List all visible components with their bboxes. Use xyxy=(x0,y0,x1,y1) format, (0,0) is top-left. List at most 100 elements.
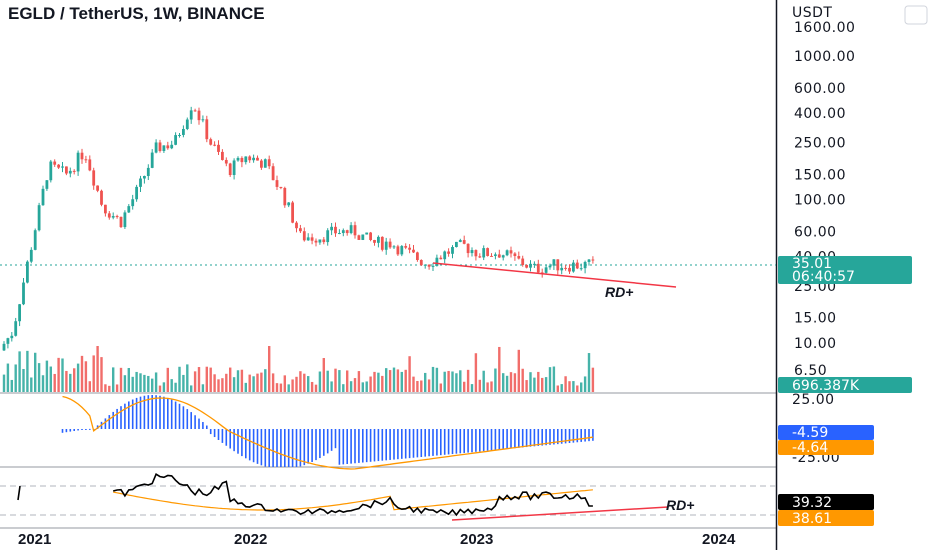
volume-bar xyxy=(303,373,306,392)
volume-bar xyxy=(193,371,197,392)
macd-bar xyxy=(61,429,64,433)
candle-body xyxy=(10,335,14,339)
candle-body xyxy=(150,152,154,168)
candle-body xyxy=(224,159,228,164)
macd-bar xyxy=(69,429,72,432)
candle-body xyxy=(439,257,443,260)
macd-bar xyxy=(159,395,161,429)
volume-bar xyxy=(490,381,493,392)
volume-bar xyxy=(385,368,388,392)
volume-bar xyxy=(548,367,552,392)
volume-bar xyxy=(482,370,485,392)
volume-bar xyxy=(287,384,290,392)
candle-body xyxy=(486,248,489,256)
volume-bar xyxy=(513,373,517,392)
candle-body xyxy=(178,134,181,136)
candle-body xyxy=(162,145,166,151)
candle-body xyxy=(443,251,447,260)
macd-bar xyxy=(303,429,306,466)
macd-bar xyxy=(315,429,317,461)
candle-body xyxy=(119,216,123,228)
volume-bar xyxy=(541,377,544,392)
candle-body xyxy=(291,202,294,223)
price-divergence-line[interactable] xyxy=(432,262,677,288)
candle-body xyxy=(295,222,298,229)
macd-bar xyxy=(65,429,68,433)
macd-value: -4.59 xyxy=(792,425,828,441)
rsi-divergence-line[interactable] xyxy=(451,506,669,521)
candle-body xyxy=(435,257,439,266)
macd-bar xyxy=(155,395,157,429)
candle-body xyxy=(139,178,142,187)
macd-bar xyxy=(120,406,122,429)
candle-body xyxy=(263,159,267,168)
volume-bar xyxy=(544,377,548,392)
candle-body xyxy=(232,160,236,176)
candle-body xyxy=(400,246,404,255)
volume-bar xyxy=(392,367,396,392)
volume-bar xyxy=(591,367,595,392)
volume-bar xyxy=(408,356,411,392)
volume-bar xyxy=(381,375,384,392)
candle-body xyxy=(146,167,150,176)
candle-body xyxy=(341,230,345,234)
macd-bar xyxy=(225,429,228,446)
volume-bar xyxy=(486,382,489,392)
candle-body xyxy=(37,205,41,231)
macd-bar xyxy=(213,429,216,438)
volume-bar xyxy=(6,363,10,392)
candle-body xyxy=(189,110,193,120)
candle-body xyxy=(353,225,357,236)
volume-bar xyxy=(443,371,446,392)
volume-bar xyxy=(353,378,357,392)
volume-bar xyxy=(232,377,236,392)
candle-body xyxy=(357,235,361,240)
time-tick-label: 2021 xyxy=(18,531,51,548)
macd-bar xyxy=(385,429,387,461)
price-tick-label: 150.00 xyxy=(794,167,846,183)
volume-bar xyxy=(69,373,72,392)
volume-bar xyxy=(182,374,185,392)
volume-bar xyxy=(271,373,275,392)
candle-body xyxy=(14,321,18,336)
macd-bar xyxy=(408,429,411,459)
macd-bar xyxy=(77,429,79,431)
candle-body xyxy=(583,261,587,269)
candle-body xyxy=(455,241,458,248)
candle-body xyxy=(330,226,333,231)
chart-title: EGLD / TetherUS, 1W, BINANCE xyxy=(8,4,265,23)
candle-body xyxy=(404,246,408,248)
macd-bar xyxy=(139,396,142,429)
price-axis-ticks: 1600.00 1000.00 600.00 400.00 250.00 150.00 10… xyxy=(794,20,855,379)
volume-bar xyxy=(505,375,509,392)
macd-bar xyxy=(151,395,153,429)
candle-body xyxy=(299,228,302,232)
volume-bar xyxy=(568,381,571,392)
candle-body xyxy=(18,304,21,322)
macd-bar xyxy=(451,429,454,455)
candle-body xyxy=(166,145,170,149)
volume-bar xyxy=(388,370,392,392)
candle-body xyxy=(201,119,205,121)
macd-bar xyxy=(280,429,282,467)
macd-bar xyxy=(217,429,220,441)
volume-bar xyxy=(104,384,107,392)
macd-bar xyxy=(568,429,571,444)
macd-bar xyxy=(518,429,520,448)
volume-bar xyxy=(552,366,556,392)
candle-body xyxy=(135,186,138,200)
macd-bar xyxy=(584,429,586,442)
candle-body xyxy=(548,265,552,268)
volume-bar xyxy=(108,385,111,392)
candle-body xyxy=(182,128,185,135)
macd-bar xyxy=(260,429,263,466)
macd-bar xyxy=(506,429,508,449)
price-tick-label: 10.00 xyxy=(794,336,837,352)
volume-bar xyxy=(127,368,130,392)
scale-toggle-box[interactable] xyxy=(904,5,928,25)
candle-body xyxy=(76,152,80,172)
candle-body xyxy=(174,135,177,145)
candle-body xyxy=(373,239,376,243)
volume-bar xyxy=(92,355,95,392)
